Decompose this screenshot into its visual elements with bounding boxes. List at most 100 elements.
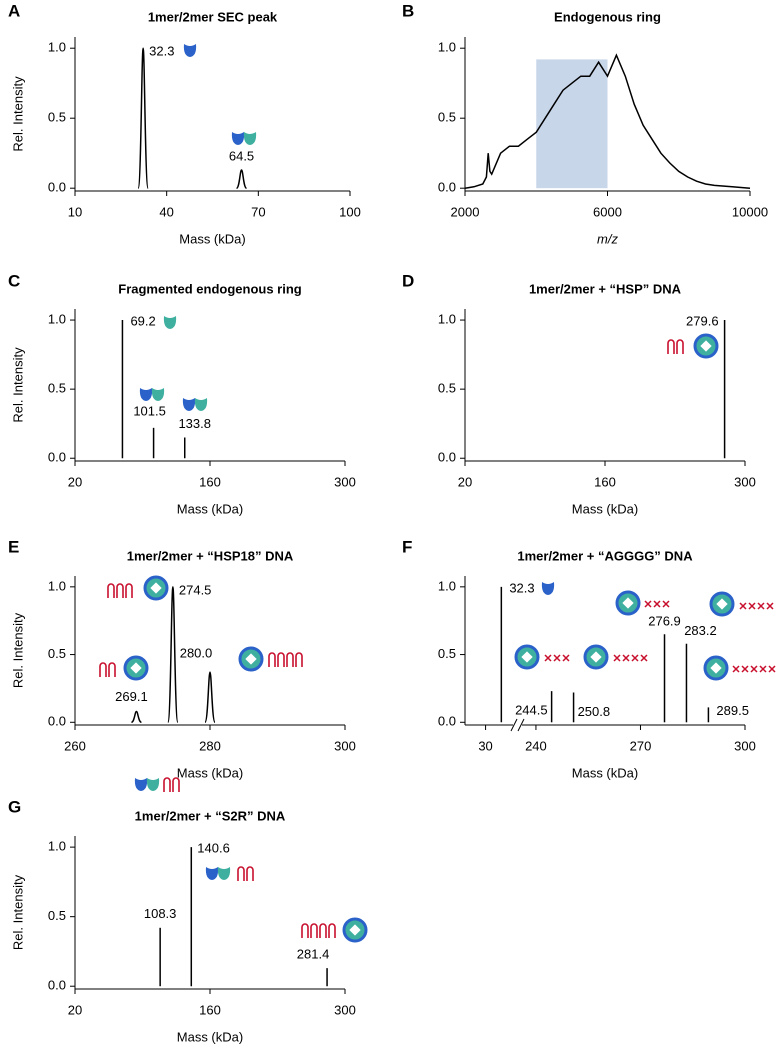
peak-label: 64.5 bbox=[229, 148, 254, 163]
icon-dna bbox=[310, 923, 318, 938]
axis-break bbox=[517, 718, 525, 732]
x-tick-label: 10000 bbox=[732, 204, 768, 219]
x-tick-label: 70 bbox=[251, 204, 265, 219]
x-tick-label: 6000 bbox=[593, 204, 622, 219]
x-tick-label: 260 bbox=[64, 738, 86, 753]
peak-label: 140.6 bbox=[197, 841, 230, 856]
y-tick-label: 1.0 bbox=[438, 40, 456, 55]
y-tick-label: 0.5 bbox=[438, 381, 456, 396]
y-tick-label: 1.0 bbox=[438, 311, 456, 326]
icon-dna bbox=[99, 662, 107, 677]
icon-dna bbox=[125, 583, 133, 598]
y-tick-label: 0.5 bbox=[438, 646, 456, 661]
icon-monomer bbox=[231, 132, 245, 145]
spectrum-line bbox=[464, 53, 751, 189]
peak-label: 244.5 bbox=[515, 703, 548, 718]
y-tick-label: 1.0 bbox=[438, 578, 456, 593]
x-tick-label: 20 bbox=[68, 474, 82, 489]
peak-label: 279.6 bbox=[686, 313, 719, 328]
x-tick-label: 300 bbox=[334, 738, 356, 753]
peak bbox=[167, 586, 179, 724]
x-axis-label: Mass (kDa) bbox=[179, 231, 245, 246]
icon-dna bbox=[172, 777, 180, 792]
icon-monomer bbox=[243, 132, 257, 145]
panel-letter: D bbox=[402, 271, 414, 290]
panel-letter: B bbox=[402, 1, 414, 20]
icon-dna bbox=[667, 339, 675, 354]
icon-dna-cross bbox=[741, 665, 749, 673]
x-axis-label: Mass (kDa) bbox=[572, 765, 638, 780]
peak bbox=[204, 671, 216, 724]
peak-label: 32.3 bbox=[509, 580, 534, 595]
icon-dna bbox=[116, 583, 124, 598]
icon-dna-cross bbox=[748, 602, 756, 610]
peak-label: 133.8 bbox=[178, 416, 211, 431]
peak-label: 250.8 bbox=[578, 704, 611, 719]
y-tick-label: 1.0 bbox=[48, 311, 66, 326]
peak bbox=[131, 710, 142, 724]
x-axis-label: Mass (kDa) bbox=[177, 1029, 243, 1044]
panel-letter: F bbox=[402, 537, 412, 556]
y-tick-label: 0.0 bbox=[48, 978, 66, 993]
y-tick-label: 0.0 bbox=[438, 714, 456, 729]
icon-monomer bbox=[205, 867, 219, 880]
icon-dna bbox=[237, 866, 245, 881]
x-tick-label: 160 bbox=[199, 474, 221, 489]
peak-label: 101.5 bbox=[133, 403, 166, 418]
icon-monomer bbox=[541, 582, 555, 595]
chart-title: 1mer/2mer SEC peak bbox=[148, 9, 278, 24]
icon-dna-cross bbox=[757, 602, 765, 610]
peak-label: 276.9 bbox=[648, 614, 681, 629]
x-tick-label: 20 bbox=[458, 474, 472, 489]
y-axis-label: Rel. Intensity bbox=[10, 76, 25, 152]
icon-dna bbox=[246, 866, 254, 881]
peak-label: 289.5 bbox=[716, 703, 749, 718]
icon-ring-hole bbox=[622, 597, 634, 609]
icon-ring-hole bbox=[245, 653, 257, 665]
panel-letter: G bbox=[8, 797, 21, 816]
highlight-region bbox=[536, 59, 608, 189]
y-tick-label: 1.0 bbox=[48, 578, 66, 593]
chart-title: 1mer/2mer + “S2R” DNA bbox=[135, 808, 286, 823]
icon-ring-hole bbox=[349, 924, 361, 936]
x-tick-label: 160 bbox=[199, 1002, 221, 1017]
y-tick-label: 0.5 bbox=[438, 110, 456, 125]
y-tick-label: 1.0 bbox=[48, 839, 66, 854]
chart-title: Fragmented endogenous ring bbox=[118, 281, 302, 296]
x-axis-label: Mass (kDa) bbox=[572, 501, 638, 516]
y-tick-label: 0.5 bbox=[48, 646, 66, 661]
icon-ring-hole bbox=[521, 651, 533, 663]
icon-dna bbox=[286, 652, 294, 667]
peak-label: 281.4 bbox=[297, 947, 330, 962]
icon-dna-cross bbox=[562, 654, 570, 662]
y-tick-label: 0.5 bbox=[48, 381, 66, 396]
y-axis-label: Rel. Intensity bbox=[10, 612, 25, 688]
icon-dna-cross bbox=[766, 602, 774, 610]
chart-title: Endogenous ring bbox=[554, 9, 661, 24]
panel-letter: C bbox=[8, 271, 20, 290]
y-tick-label: 0.5 bbox=[48, 908, 66, 923]
icon-ring-hole bbox=[716, 598, 728, 610]
x-tick-label: 280 bbox=[199, 738, 221, 753]
panel-letter: E bbox=[8, 537, 19, 556]
x-tick-label: 300 bbox=[334, 1002, 356, 1017]
icon-dna-cross bbox=[644, 600, 652, 608]
y-tick-label: 0.0 bbox=[438, 180, 456, 195]
icon-ring-hole bbox=[130, 662, 142, 674]
peak-label: 108.3 bbox=[144, 906, 177, 921]
icon-ring-hole bbox=[700, 340, 712, 352]
x-tick-label: 40 bbox=[159, 204, 173, 219]
peak bbox=[137, 47, 149, 189]
icon-ring-hole bbox=[590, 651, 602, 663]
icon-dna-cross bbox=[768, 665, 776, 673]
y-tick-label: 0.5 bbox=[48, 110, 66, 125]
icon-dna-cross bbox=[750, 665, 758, 673]
chart-title: 1mer/2mer + “HSP18” DNA bbox=[127, 548, 294, 563]
x-axis-label: Mass (kDa) bbox=[177, 501, 243, 516]
icon-dna-cross bbox=[613, 654, 621, 662]
icon-dna-cross bbox=[640, 654, 648, 662]
y-tick-label: 0.0 bbox=[48, 450, 66, 465]
axis-break bbox=[510, 718, 518, 732]
y-axis-label: Rel. Intensity bbox=[10, 874, 25, 950]
